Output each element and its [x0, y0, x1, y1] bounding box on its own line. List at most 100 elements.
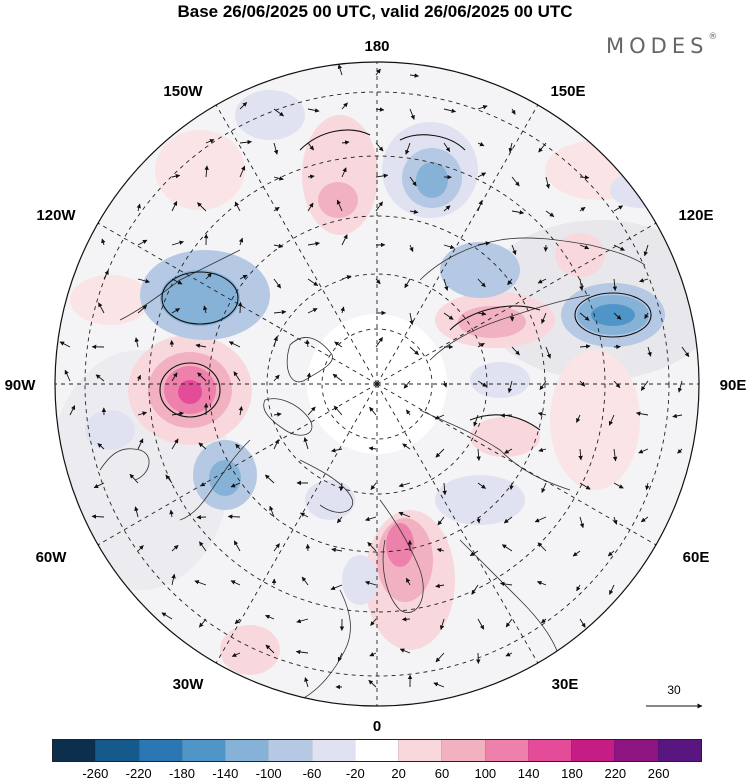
wind-arrow [476, 448, 481, 461]
wind-arrow [197, 202, 207, 212]
wind-arrow [227, 514, 241, 519]
wind-arrow [341, 275, 352, 280]
wind-arrow [273, 142, 279, 155]
wind-arrow [234, 201, 241, 212]
wind-arrow [273, 176, 284, 181]
lon-label-60e: 60E [683, 549, 710, 566]
wind-arrow [541, 312, 547, 324]
colorbar-tick-label: -60 [302, 766, 322, 781]
wind-arrow [205, 139, 215, 144]
wind-arrow [579, 380, 586, 387]
wind-arrow [238, 237, 244, 246]
wind-arrow [368, 446, 377, 451]
wind-arrow [303, 437, 309, 450]
wind-arrow [230, 580, 241, 586]
lon-label-180: 180 [364, 38, 389, 55]
wind-arrow [375, 107, 385, 112]
colorbar-tick-label: 100 [474, 766, 497, 781]
wind-arrow [300, 512, 309, 518]
wind-arrow [477, 342, 485, 348]
wind-arrow [273, 243, 284, 249]
colorbar-tick-label: 180 [561, 766, 583, 781]
wind-arrow [239, 139, 252, 145]
wind-arrow [537, 411, 547, 417]
wind-arrow [545, 346, 551, 359]
lon-label-120w: 120W [36, 207, 76, 224]
wind-arrow [406, 409, 411, 416]
wind-arrow [511, 346, 520, 356]
wind-arrow [511, 210, 525, 215]
wind-arrow [509, 482, 514, 491]
wind-arrow [579, 206, 586, 212]
wind-arrow [401, 616, 411, 622]
wind-arrow [612, 278, 618, 292]
wind-arrow [273, 412, 282, 417]
wind-arrow [477, 172, 487, 178]
colorbar-tick-label: -140 [212, 766, 239, 781]
wind-arrow [333, 405, 343, 416]
map-boundary [54, 61, 700, 707]
colorbar-tick-label: 20 [391, 766, 406, 781]
wind-arrow [477, 241, 491, 246]
wind-arrow [306, 372, 312, 382]
wind-arrow [137, 411, 148, 416]
wind-arrow [409, 244, 414, 253]
wind-arrow [273, 374, 280, 382]
wind-arrow [199, 541, 207, 552]
wind-arrow [613, 516, 618, 525]
colorbar-tick-label: -220 [125, 766, 152, 781]
lon-label-90e: 90E [720, 377, 747, 394]
wind-arrow [405, 577, 411, 586]
wind-arrow [579, 618, 586, 628]
wind-arrow [265, 614, 275, 620]
wind-arrow [205, 272, 212, 280]
wind-arrow [477, 618, 485, 630]
wind-arrow [230, 482, 241, 488]
wind-arrow [171, 308, 180, 314]
wind-arrow [613, 380, 621, 389]
wind-arrow [307, 174, 315, 179]
wind-arrow [537, 278, 547, 284]
wind-arrow [370, 618, 377, 626]
wind-arrow [404, 278, 411, 289]
wind-arrow [399, 648, 411, 654]
wind-arrow [137, 438, 144, 450]
wind-arrow [503, 516, 513, 524]
wind-arrow [439, 618, 445, 631]
colorbar-swatch [484, 740, 528, 761]
colorbar-swatch [398, 740, 442, 761]
wind-arrow [137, 239, 148, 246]
wind-arrow [443, 312, 454, 320]
lon-label-30w: 30W [173, 676, 205, 693]
wind-arrow [204, 165, 209, 178]
wind-arrow [645, 482, 650, 491]
wind-arrow [200, 482, 207, 487]
wind-arrow [609, 584, 615, 595]
wind-arrow [511, 176, 520, 187]
wind-arrow [511, 108, 516, 115]
colorbar-swatch [95, 740, 139, 761]
polar-map: 180 0 90W 90E 150W 120W 60W 30W 150E 120… [5, 38, 747, 735]
colorbar-tick-label: -100 [255, 766, 282, 781]
wind-arrow [613, 205, 624, 212]
wind-arrow [341, 102, 348, 110]
colorbar-swatch [657, 740, 701, 761]
wind-arrow [161, 612, 173, 620]
wind-arrow [572, 550, 581, 557]
wind-arrow [409, 346, 419, 356]
wind-arrow [368, 679, 377, 688]
wind-arrow [538, 447, 547, 453]
wind-arrow [443, 142, 451, 152]
wind-arrow [238, 405, 244, 416]
wind-arrow [543, 244, 549, 252]
wind-arrow [171, 240, 184, 246]
lon-label-150w: 150W [163, 83, 203, 100]
wind-arrow [273, 309, 287, 315]
wind-arrow [305, 339, 310, 348]
colorbar-tick-label: 60 [434, 766, 450, 781]
wind-arrow [273, 543, 280, 552]
wind-arrow [296, 618, 309, 624]
colorbar-swatch [614, 740, 658, 761]
wind-arrow [336, 516, 343, 524]
wind-arrow [194, 580, 207, 586]
